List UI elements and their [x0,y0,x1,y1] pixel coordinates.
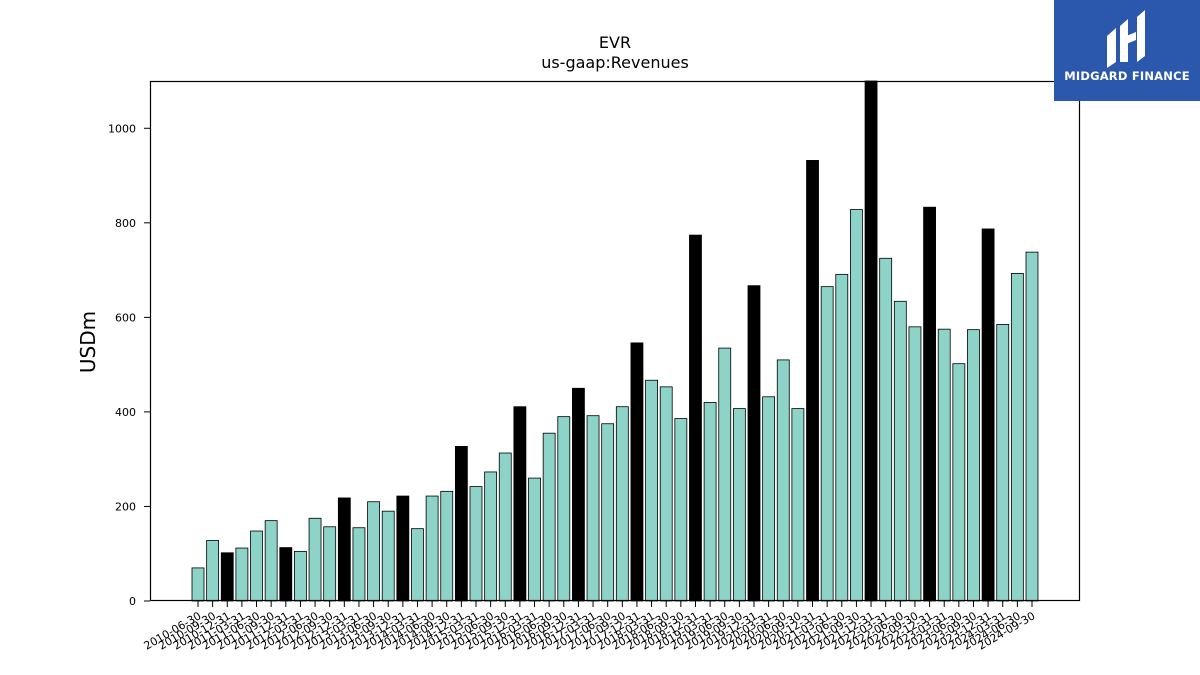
chart-title: EVR [599,33,631,52]
bars-group [191,80,1039,602]
chart-subtitle: us-gaap:Revenues [541,53,689,72]
bar-2020-03-31 [762,396,776,602]
bar-2018-12-31 [689,234,702,602]
y-tick-label: 200 [115,500,136,513]
bar-2022-06-30 [893,300,907,602]
bar-2024-06-30 [1010,272,1024,602]
bar-2014-12-31 [454,446,468,602]
bar-2018-03-31 [645,379,658,602]
bar-2019-09-30 [732,408,746,602]
bar-2023-03-31 [937,328,951,602]
bar-2010-12-31 [220,552,234,602]
bar-2019-03-31 [703,402,717,602]
y-tick-label: 400 [115,406,136,419]
bar-2016-12-31 [572,387,585,602]
bar-2012-03-31 [294,550,307,602]
bar-2022-03-31 [879,257,893,602]
bar-2017-06-30 [601,423,615,602]
bar-2023-12-31 [981,228,995,602]
bar-2022-09-30 [908,326,922,602]
bar-2012-09-30 [323,526,337,602]
bar-2018-09-30 [674,418,688,602]
bar-2015-03-31 [469,486,483,602]
bar-2013-03-31 [352,527,366,602]
logo-mark-icon [1107,10,1145,68]
logo: MIDGARD FINANCE [1054,0,1200,101]
logo-text: MIDGARD FINANCE [1064,69,1190,83]
bar-2019-06-30 [718,347,732,602]
bar-2010-06-30 [191,567,205,602]
bar-2016-09-30 [557,416,571,602]
y-ticks-group: 0 200 400 600 800 1000 [108,122,150,608]
bar-2013-06-30 [367,501,380,602]
bar-2017-09-30 [615,406,629,602]
bar-2021-09-30 [850,209,863,602]
bar-2014-03-31 [411,528,424,602]
bar-2017-03-31 [586,415,600,602]
bar-2011-03-31 [235,547,249,602]
bar-2012-06-30 [308,517,322,602]
bar-2014-06-30 [425,495,439,602]
bar-2021-03-31 [820,286,834,602]
bar-2023-06-30 [952,363,966,602]
y-tick-label: 600 [115,311,136,324]
bar-2023-09-30 [967,329,980,602]
y-axis-label: USDm [76,311,100,373]
bar-2024-09-30 [1025,251,1039,602]
y-tick-label: 800 [115,217,136,230]
y-tick-label: 1000 [108,122,136,135]
bar-2011-09-30 [264,520,278,602]
x-ticks-group: 2010-06-302010-09-302010-12-312011-03-31… [142,601,1038,653]
bar-2016-03-31 [528,477,541,602]
bar-2016-06-30 [542,432,556,602]
bar-2015-09-30 [498,452,512,602]
bar-2020-06-30 [776,359,790,602]
bar-2021-12-31 [864,80,878,602]
bar-2014-09-30 [440,490,454,602]
bar-2013-12-31 [396,495,410,602]
bar-2012-12-31 [337,497,351,602]
bar-2017-12-31 [630,342,644,602]
bar-2013-09-30 [381,510,395,602]
bar-2018-06-30 [659,386,673,602]
bar-2019-12-31 [747,285,761,602]
bar-2011-06-30 [250,530,263,602]
bar-2010-09-30 [206,540,220,602]
bar-2024-03-31 [996,324,1010,602]
bar-2015-12-31 [513,406,527,602]
bar-2021-06-30 [835,273,849,602]
bar-2022-12-31 [923,206,936,602]
bar-2020-09-30 [791,408,805,602]
bar-2011-12-31 [279,547,293,602]
bar-2015-06-30 [484,471,498,602]
y-tick-label: 0 [129,595,136,608]
bar-2020-12-31 [806,160,819,602]
plot-frame [149,80,1081,602]
